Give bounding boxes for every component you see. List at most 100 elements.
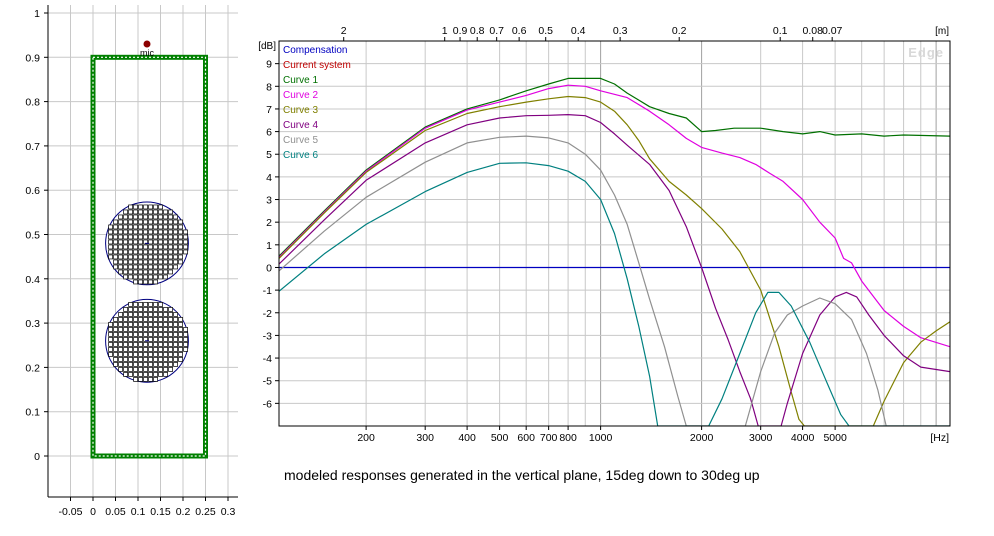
driver-mesh-cell bbox=[168, 264, 173, 270]
driver-mesh-cell bbox=[138, 312, 143, 317]
driver-mesh-cell bbox=[153, 322, 158, 327]
driver-mesh-cell bbox=[113, 342, 118, 347]
driver-mesh-cell bbox=[143, 367, 148, 372]
driver-mesh-cell bbox=[128, 264, 133, 270]
driver-mesh-cell bbox=[148, 317, 153, 322]
driver-mesh-cell bbox=[153, 234, 158, 240]
driver-mesh-cell bbox=[148, 219, 153, 225]
driver-mesh-cell bbox=[183, 337, 188, 342]
driver-mesh-cell bbox=[173, 342, 178, 347]
chart-y-tick-label: 6 bbox=[266, 127, 272, 139]
driver-mesh-cell bbox=[178, 249, 183, 255]
driver-mesh-cell bbox=[148, 327, 153, 332]
driver-mesh-cell bbox=[158, 337, 163, 342]
driver-mesh-cell bbox=[133, 337, 138, 342]
driver-mesh-cell bbox=[123, 317, 128, 322]
driver-mesh-cell bbox=[118, 357, 123, 362]
driver-mesh-cell bbox=[163, 357, 168, 362]
chart-x-tick-label: 400 bbox=[458, 432, 476, 444]
driver-mesh-cell bbox=[108, 244, 113, 250]
driver-mesh-cell bbox=[158, 347, 163, 352]
driver-mesh-cell bbox=[153, 249, 158, 255]
driver-mesh-cell bbox=[163, 332, 168, 337]
driver-mesh-cell bbox=[138, 332, 143, 337]
layout-y-tick-label: 0.4 bbox=[25, 274, 40, 286]
driver-mesh-cell bbox=[118, 219, 123, 225]
driver-mesh-cell bbox=[148, 347, 153, 352]
driver-mesh-cell bbox=[143, 244, 148, 250]
driver-mesh-cell bbox=[133, 362, 138, 367]
driver-mesh-cell bbox=[163, 322, 168, 327]
driver-mesh-cell bbox=[123, 357, 128, 362]
driver-mesh-cell bbox=[123, 229, 128, 235]
driver-mesh-cell bbox=[173, 312, 178, 317]
driver-mesh-cell bbox=[148, 352, 153, 357]
driver-mesh-cell bbox=[158, 367, 163, 372]
driver-mesh-cell bbox=[183, 327, 188, 332]
driver-mesh-cell bbox=[113, 362, 118, 367]
driver-1 bbox=[105, 201, 189, 286]
chart-y-tick-label: -3 bbox=[263, 330, 272, 342]
driver-mesh-cell bbox=[153, 352, 158, 357]
driver-mesh-cell bbox=[143, 229, 148, 235]
driver-mesh-cell bbox=[158, 209, 163, 215]
driver-mesh-cell bbox=[163, 372, 168, 377]
driver-mesh-cell bbox=[118, 342, 123, 347]
chart-x-tick-label: 1000 bbox=[589, 432, 613, 444]
driver-mesh-cell bbox=[138, 317, 143, 322]
driver-mesh-cell bbox=[178, 327, 183, 332]
chart-y-tick-label: 2 bbox=[266, 217, 272, 229]
driver-mesh-cell bbox=[168, 224, 173, 230]
chart-y-tick-label: -4 bbox=[263, 353, 272, 365]
driver-mesh-cell bbox=[118, 312, 123, 317]
layout-y-tick-label: 0 bbox=[34, 451, 40, 463]
driver-mesh-cell bbox=[168, 307, 173, 312]
driver-mesh-cell bbox=[178, 352, 183, 357]
chart-x-tick-label: 800 bbox=[559, 432, 577, 444]
driver-mesh-cell bbox=[183, 347, 188, 352]
frequency-response-panel: 9 8 7 6 5 4 3 2 1 0 -1 -2 -3 -4 -5 -6 [dB] 200 300 400 500 60… bbox=[242, 0, 994, 531]
driver-mesh-cell bbox=[183, 239, 188, 245]
driver-mesh-cell bbox=[128, 342, 133, 347]
driver-mesh-cell bbox=[173, 239, 178, 245]
driver-mesh-cell bbox=[138, 372, 143, 377]
driver-mesh-cell bbox=[138, 234, 143, 240]
driver-mesh-cell bbox=[108, 239, 113, 245]
driver-mesh-cell bbox=[148, 234, 153, 240]
driver-mesh-cell bbox=[158, 362, 163, 367]
series-line-curve-3 bbox=[279, 95, 950, 426]
driver-mesh-cell bbox=[133, 372, 138, 377]
driver-mesh-cell bbox=[138, 229, 143, 235]
layout-x-tick-label: 0.3 bbox=[221, 506, 236, 518]
driver-mesh-cell bbox=[173, 249, 178, 255]
driver-mesh-cell bbox=[113, 249, 118, 255]
driver-mesh-cell bbox=[143, 307, 148, 312]
driver-mesh-cell bbox=[128, 327, 133, 332]
driver-mesh-cell bbox=[183, 229, 188, 235]
driver-mesh-cell bbox=[143, 337, 148, 342]
driver-mesh-cell bbox=[158, 357, 163, 362]
driver-mesh-cell bbox=[153, 214, 158, 220]
driver-mesh-cell bbox=[153, 274, 158, 280]
driver-mesh-cell bbox=[128, 234, 133, 240]
driver-mesh-cell bbox=[178, 234, 183, 240]
chart-top-tick-label: 0.6 bbox=[512, 25, 527, 37]
driver-mesh-cell bbox=[163, 327, 168, 332]
driver-mesh-cell bbox=[148, 279, 153, 285]
driver-mesh-cell bbox=[143, 239, 148, 245]
driver-mesh-cell bbox=[153, 317, 158, 322]
driver-mesh-cell bbox=[118, 367, 123, 372]
driver-mesh-cell bbox=[168, 342, 173, 347]
driver-mesh-cell bbox=[163, 307, 168, 312]
driver-mesh-cell bbox=[133, 347, 138, 352]
driver-mesh-cell bbox=[153, 362, 158, 367]
driver-mesh-cell bbox=[158, 219, 163, 225]
driver-mesh-cell bbox=[133, 254, 138, 260]
chart-x-unit: [Hz] bbox=[930, 432, 949, 444]
driver-mesh-cell bbox=[133, 317, 138, 322]
chart-top-tick-label: 0.4 bbox=[571, 25, 586, 37]
driver-mesh-cell bbox=[128, 312, 133, 317]
chart-y-tick-label: -5 bbox=[263, 376, 272, 388]
driver-mesh-cell bbox=[143, 279, 148, 285]
layout-y-tick-label: 0.9 bbox=[25, 52, 40, 64]
